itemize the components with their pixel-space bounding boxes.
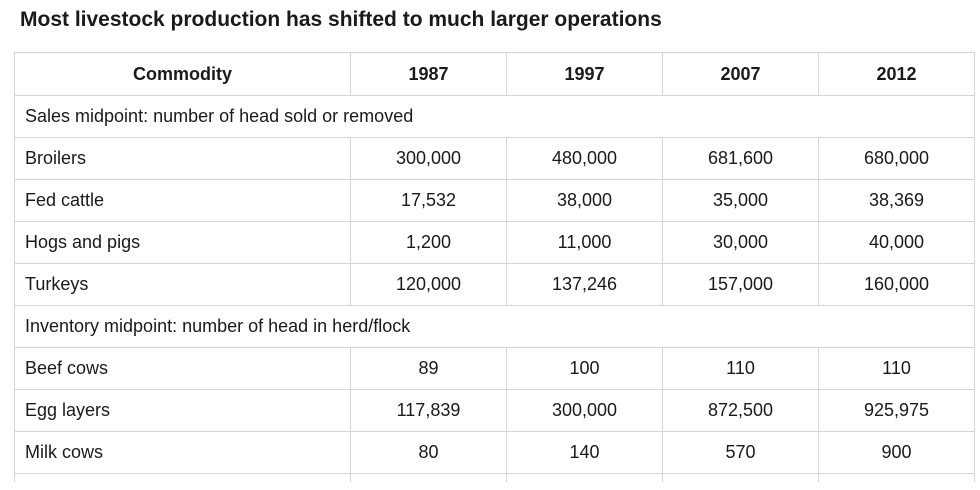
cell-value: 35,000	[662, 179, 819, 222]
commodity-name: Fed cattle	[14, 179, 351, 222]
tail-cell	[350, 473, 507, 482]
table-row: Fed cattle 17,532 38,000 35,000 38,369	[14, 179, 975, 222]
tail-cell	[506, 473, 663, 482]
cell-value: 120,000	[350, 263, 507, 306]
commodity-name: Beef cows	[14, 347, 351, 390]
header-row: Commodity 1987 1997 2007 2012	[14, 52, 975, 96]
livestock-table: Commodity 1987 1997 2007 2012 Sales midp…	[14, 52, 975, 482]
cell-value: 17,532	[350, 179, 507, 222]
cell-value: 89	[350, 347, 507, 390]
cell-value: 300,000	[506, 389, 663, 432]
commodity-name: Broilers	[14, 137, 351, 180]
cell-value: 137,246	[506, 263, 663, 306]
cell-value: 110	[662, 347, 819, 390]
cell-value: 40,000	[818, 221, 975, 264]
tail-cell	[662, 473, 819, 482]
commodity-name: Hogs and pigs	[14, 221, 351, 264]
page-title: Most livestock production has shifted to…	[20, 8, 662, 31]
cell-value: 681,600	[662, 137, 819, 180]
cell-value: 570	[662, 431, 819, 474]
table-row: Milk cows 80 140 570 900	[14, 431, 975, 474]
cell-value: 160,000	[818, 263, 975, 306]
tail-cell	[818, 473, 975, 482]
cell-value: 100	[506, 347, 663, 390]
commodity-name: Turkeys	[14, 263, 351, 306]
table-tail-row	[14, 473, 975, 482]
cell-value: 680,000	[818, 137, 975, 180]
cell-value: 117,839	[350, 389, 507, 432]
table-row: Egg layers 117,839 300,000 872,500 925,9…	[14, 389, 975, 432]
cell-value: 1,200	[350, 221, 507, 264]
cell-value: 480,000	[506, 137, 663, 180]
section-label: Sales midpoint: number of head sold or r…	[14, 95, 975, 138]
header-commodity: Commodity	[14, 52, 351, 96]
cell-value: 900	[818, 431, 975, 474]
table-row: Hogs and pigs 1,200 11,000 30,000 40,000	[14, 221, 975, 264]
cell-value: 38,000	[506, 179, 663, 222]
header-year-1987: 1987	[350, 52, 507, 96]
section-label: Inventory midpoint: number of head in he…	[14, 305, 975, 348]
cell-value: 30,000	[662, 221, 819, 264]
header-year-2007: 2007	[662, 52, 819, 96]
cell-value: 110	[818, 347, 975, 390]
section-row-inventory: Inventory midpoint: number of head in he…	[14, 305, 975, 348]
table-row: Broilers 300,000 480,000 681,600 680,000	[14, 137, 975, 180]
cell-value: 300,000	[350, 137, 507, 180]
cell-value: 140	[506, 431, 663, 474]
cell-value: 11,000	[506, 221, 663, 264]
cell-value: 80	[350, 431, 507, 474]
table-row: Beef cows 89 100 110 110	[14, 347, 975, 390]
cell-value: 872,500	[662, 389, 819, 432]
header-year-1997: 1997	[506, 52, 663, 96]
livestock-table-container: Commodity 1987 1997 2007 2012 Sales midp…	[14, 52, 975, 482]
table-row: Turkeys 120,000 137,246 157,000 160,000	[14, 263, 975, 306]
cell-value: 925,975	[818, 389, 975, 432]
tail-cell	[14, 473, 351, 482]
cell-value: 157,000	[662, 263, 819, 306]
section-row-sales: Sales midpoint: number of head sold or r…	[14, 95, 975, 138]
commodity-name: Egg layers	[14, 389, 351, 432]
header-year-2012: 2012	[818, 52, 975, 96]
commodity-name: Milk cows	[14, 431, 351, 474]
cell-value: 38,369	[818, 179, 975, 222]
